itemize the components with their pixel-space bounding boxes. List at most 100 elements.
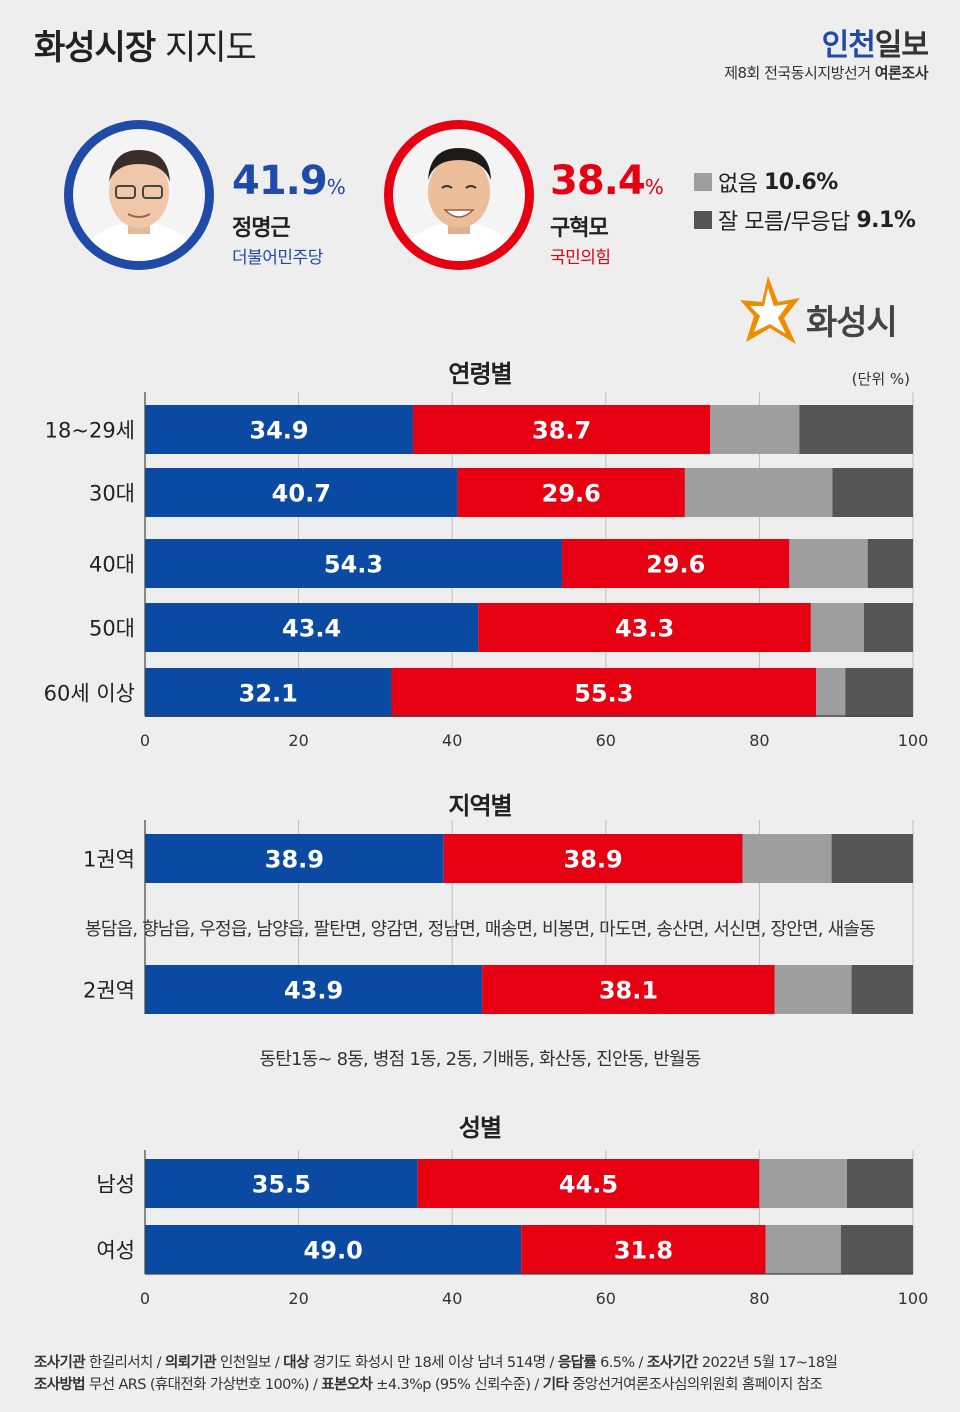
bar-segment — [417, 1159, 760, 1208]
candidate-2-name: 구혁모 — [550, 216, 609, 241]
bar-segment — [457, 468, 685, 517]
bar-segment — [845, 668, 913, 717]
candidate-1-pct-value: 41.9 — [232, 158, 328, 204]
footer-line-1: 조사기관 한길리서치 / 의뢰기관 인천일보 / 대상 경기도 화성시 만 18… — [34, 1352, 838, 1374]
x-tick-label: 20 — [288, 731, 308, 750]
data-label: 55.3 — [574, 680, 633, 708]
candidate-2-pct-value: 38.4 — [550, 158, 646, 204]
bar-segment — [810, 603, 864, 652]
data-label: 43.4 — [282, 615, 341, 643]
region-2-note: 동탄1동~ 8동, 병점 1동, 2동, 기배동, 화산동, 진안동, 반월동 — [259, 1049, 702, 1070]
bar-segment — [684, 468, 833, 517]
legend-swatch-unknown — [694, 211, 712, 229]
candidate-2-party: 국민의힘 — [550, 248, 611, 268]
x-tick-label: 80 — [749, 731, 769, 750]
brand-part2: 일보 — [874, 28, 929, 63]
bar-segment — [562, 539, 790, 588]
bar-segment — [846, 1159, 913, 1208]
bar-segment — [831, 834, 913, 883]
bar-segment — [145, 603, 479, 652]
bar-segment — [478, 603, 811, 652]
brand-subtitle: 제8회 전국동시지방선거 여론조사 — [724, 62, 928, 83]
region-chart: 38.9 38.9 1권역 43.9 38.1 2권역 — [83, 820, 914, 1014]
bar-segment — [789, 539, 868, 588]
bar-segment — [521, 1225, 766, 1274]
category-label: 60세 이상 — [44, 682, 135, 706]
footer-value: 인천일보 / — [215, 1355, 284, 1371]
region-map-icon — [740, 276, 800, 344]
bar-segment — [391, 668, 817, 717]
x-tick-label: 60 — [596, 1289, 616, 1308]
bar-segment — [710, 405, 800, 454]
bar-segment — [832, 468, 913, 517]
title-light: 지지도 — [164, 28, 257, 68]
data-label: 40.7 — [272, 480, 331, 508]
legend-none: 없음 10.6% — [694, 166, 838, 198]
footer-value: 6.5% / — [596, 1355, 647, 1371]
data-label: 29.6 — [646, 551, 705, 579]
bar-segment — [799, 405, 913, 454]
x-tick-label: 0 — [140, 731, 150, 750]
candidate-1-avatar — [64, 120, 214, 270]
footer-label: 대상 — [283, 1355, 309, 1371]
footer-label: 조사기관 — [34, 1355, 86, 1371]
x-tick-label: 100 — [898, 1289, 929, 1308]
x-tick-label: 40 — [442, 1289, 462, 1308]
data-label: 43.3 — [615, 615, 674, 643]
footer-label: 기타 — [542, 1377, 569, 1393]
bar-segment — [145, 539, 563, 588]
bar-segment — [742, 834, 832, 883]
category-label: 1권역 — [83, 848, 135, 872]
data-label: 35.5 — [252, 1171, 311, 1199]
data-label: 32.1 — [239, 680, 298, 708]
candidate-2-percent: 38.4% — [550, 158, 664, 204]
data-label: 38.9 — [265, 846, 324, 874]
category-label: 여성 — [96, 1239, 135, 1263]
person-icon — [73, 129, 205, 261]
footer-value: 중앙선거여론조사심의위원회 홈페이지 참조 — [568, 1377, 823, 1393]
subtitle-prefix: 제8회 전국동시지방선거 — [724, 64, 871, 82]
category-label: 2권역 — [83, 979, 135, 1003]
bar-segment — [816, 668, 846, 717]
candidate-2-avatar — [384, 120, 534, 270]
candidate-1-percent: 41.9% — [232, 158, 346, 204]
bar-segment — [765, 1225, 841, 1274]
unit-label: (단위 %) — [851, 370, 910, 388]
bar-segment — [145, 468, 458, 517]
bar-segment — [774, 965, 852, 1014]
brand-part1: 인천 — [821, 28, 876, 63]
legend-swatch-none — [694, 173, 712, 191]
x-tick-label: 0 — [140, 1289, 150, 1308]
title-bold: 화성시장 — [34, 28, 156, 68]
footer-value: 2022년 5월 17~18일 — [697, 1355, 838, 1371]
category-label: 30대 — [89, 482, 135, 506]
age-chart: 34.9 38.7 18~29세 40.7 29.6 30대 54.3 29.6 40대 43.4… — [44, 392, 928, 750]
legend-unknown-value: 9.1% — [856, 207, 916, 233]
bar-segment — [759, 1159, 847, 1208]
region-1-note: 봉담읍, 향남읍, 우정읍, 남양읍, 팔탄면, 양감면, 정남면, 매송면, … — [85, 919, 876, 940]
legend-none-label: 없음 — [718, 172, 758, 197]
candidate-1-party: 더불어민주당 — [232, 248, 323, 268]
x-tick-label: 60 — [596, 731, 616, 750]
category-label: 남성 — [96, 1173, 135, 1197]
brand-logo: 인천일보 — [821, 20, 929, 64]
footer-methodology: 조사기관 한길리서치 / 의뢰기관 인천일보 / 대상 경기도 화성시 만 18… — [34, 1352, 838, 1396]
region-name: 화성시 — [806, 303, 898, 343]
footer-value: 무선 ARS (휴대전화 가상번호 100%) / — [84, 1377, 322, 1393]
data-label: 38.7 — [532, 417, 591, 445]
footer-label: 조사기간 — [646, 1355, 699, 1371]
bar-segment — [867, 539, 913, 588]
legend-unknown-label: 잘 모름/무응답 — [718, 210, 850, 235]
bar-segment — [840, 1225, 913, 1274]
bar-segment — [863, 603, 913, 652]
footer-label: 의뢰기관 — [164, 1355, 217, 1371]
data-label: 38.1 — [599, 977, 658, 1005]
category-label: 18~29세 — [45, 419, 135, 443]
bar-segment — [145, 1225, 522, 1274]
category-label: 50대 — [89, 617, 135, 641]
data-label: 31.8 — [614, 1237, 673, 1265]
section-title-region: 지역별 — [448, 792, 512, 820]
candidate-1-name: 정명근 — [232, 216, 291, 241]
footer-label: 표본오차 — [321, 1377, 373, 1393]
bar-segment — [443, 834, 743, 883]
